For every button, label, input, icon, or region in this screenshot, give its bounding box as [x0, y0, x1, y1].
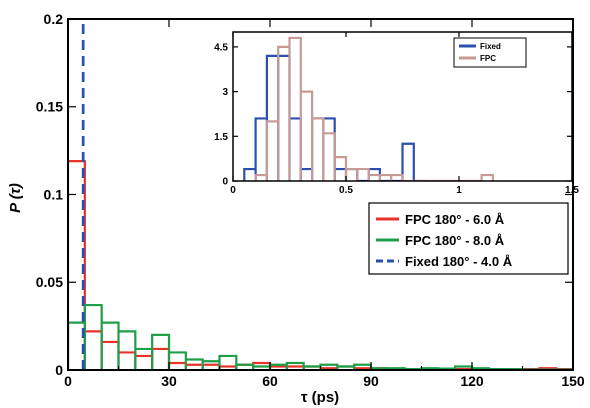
main-fpc-180-8-0-bin [85, 305, 102, 370]
legend-label-fpc-6: FPC 180° - 6.0 Å [405, 212, 505, 227]
inset-y-tick-label: 3 [222, 87, 228, 98]
main-y-tick-label: 0 [55, 362, 63, 378]
main-legend: FPC 180° - 6.0 Å FPC 180° - 8.0 Å Fixed … [368, 202, 569, 275]
inset-y-tick-label: 1.5 [214, 132, 228, 143]
main-fpc-180-8-0-bin [152, 335, 169, 370]
inset-x-tick-label: 0 [230, 185, 236, 196]
main-fpc-180-6-0-bin [135, 356, 152, 370]
main-fpc-180-8-0-bin [119, 331, 136, 370]
main-y-tick-label: 0.2 [44, 11, 64, 27]
inset-y-tick-label: 0 [222, 177, 228, 188]
main-x-tick-label: 90 [363, 373, 379, 389]
inset-legend-label-fpc: FPC [480, 54, 496, 63]
y-axis-label: P (τ) [7, 183, 24, 213]
main-fpc-180-8-0-step-outline [68, 303, 573, 370]
main-fpc-180-6-0-bin [119, 352, 136, 370]
inset-legend: Fixed FPC [453, 37, 527, 68]
inset-series-layer [243, 36, 494, 181]
legend-label-fpc-8: FPC 180° - 8.0 Å [405, 233, 505, 248]
inset-plot-frame [232, 31, 573, 182]
legend-label-fixed-4: Fixed 180° - 4.0 Å [405, 254, 513, 269]
x-axis-label: τ (ps) [301, 389, 339, 406]
main-y-tick-label: 0.1 [44, 186, 64, 202]
inset-x-tick-label: 0.5 [339, 185, 353, 196]
inset-axes: 0 0.5 1 1.5 0 1.5 3 4.5 [214, 32, 579, 196]
main-x-tick-label: 60 [262, 373, 278, 389]
main-fpc-180-6-0-bin [152, 349, 169, 370]
inset-y-tick-label: 4.5 [214, 42, 228, 53]
main-fpc-180-6-0-bin [102, 342, 119, 370]
main-fpc-180-8-0-bin [102, 323, 119, 370]
main-x-tick-label: 120 [460, 373, 484, 389]
main-fpc-180-6-0-bin [85, 331, 102, 370]
main-fpc-180-8-0-bin [135, 349, 152, 370]
inset-x-tick-label: 1 [456, 185, 462, 196]
main-fpc-180-8-0-bin [220, 356, 237, 370]
inset-x-tick-label: 1.5 [565, 185, 579, 196]
inset-legend-label-fixed: Fixed [480, 42, 501, 51]
main-x-tick-label: 30 [161, 373, 177, 389]
inset-fpc-step-outline [254, 36, 494, 181]
main-legend-box [368, 202, 569, 275]
main-fpc-180-8-0-bin [169, 352, 186, 370]
main-series-layer [68, 19, 573, 370]
main-y-tick-label: 0.05 [36, 274, 63, 290]
inset-legend-box [453, 37, 527, 68]
main-x-tick-label: 150 [561, 373, 585, 389]
main-y-tick-label: 0.15 [36, 99, 63, 115]
main-x-tick-label: 0 [64, 373, 72, 389]
